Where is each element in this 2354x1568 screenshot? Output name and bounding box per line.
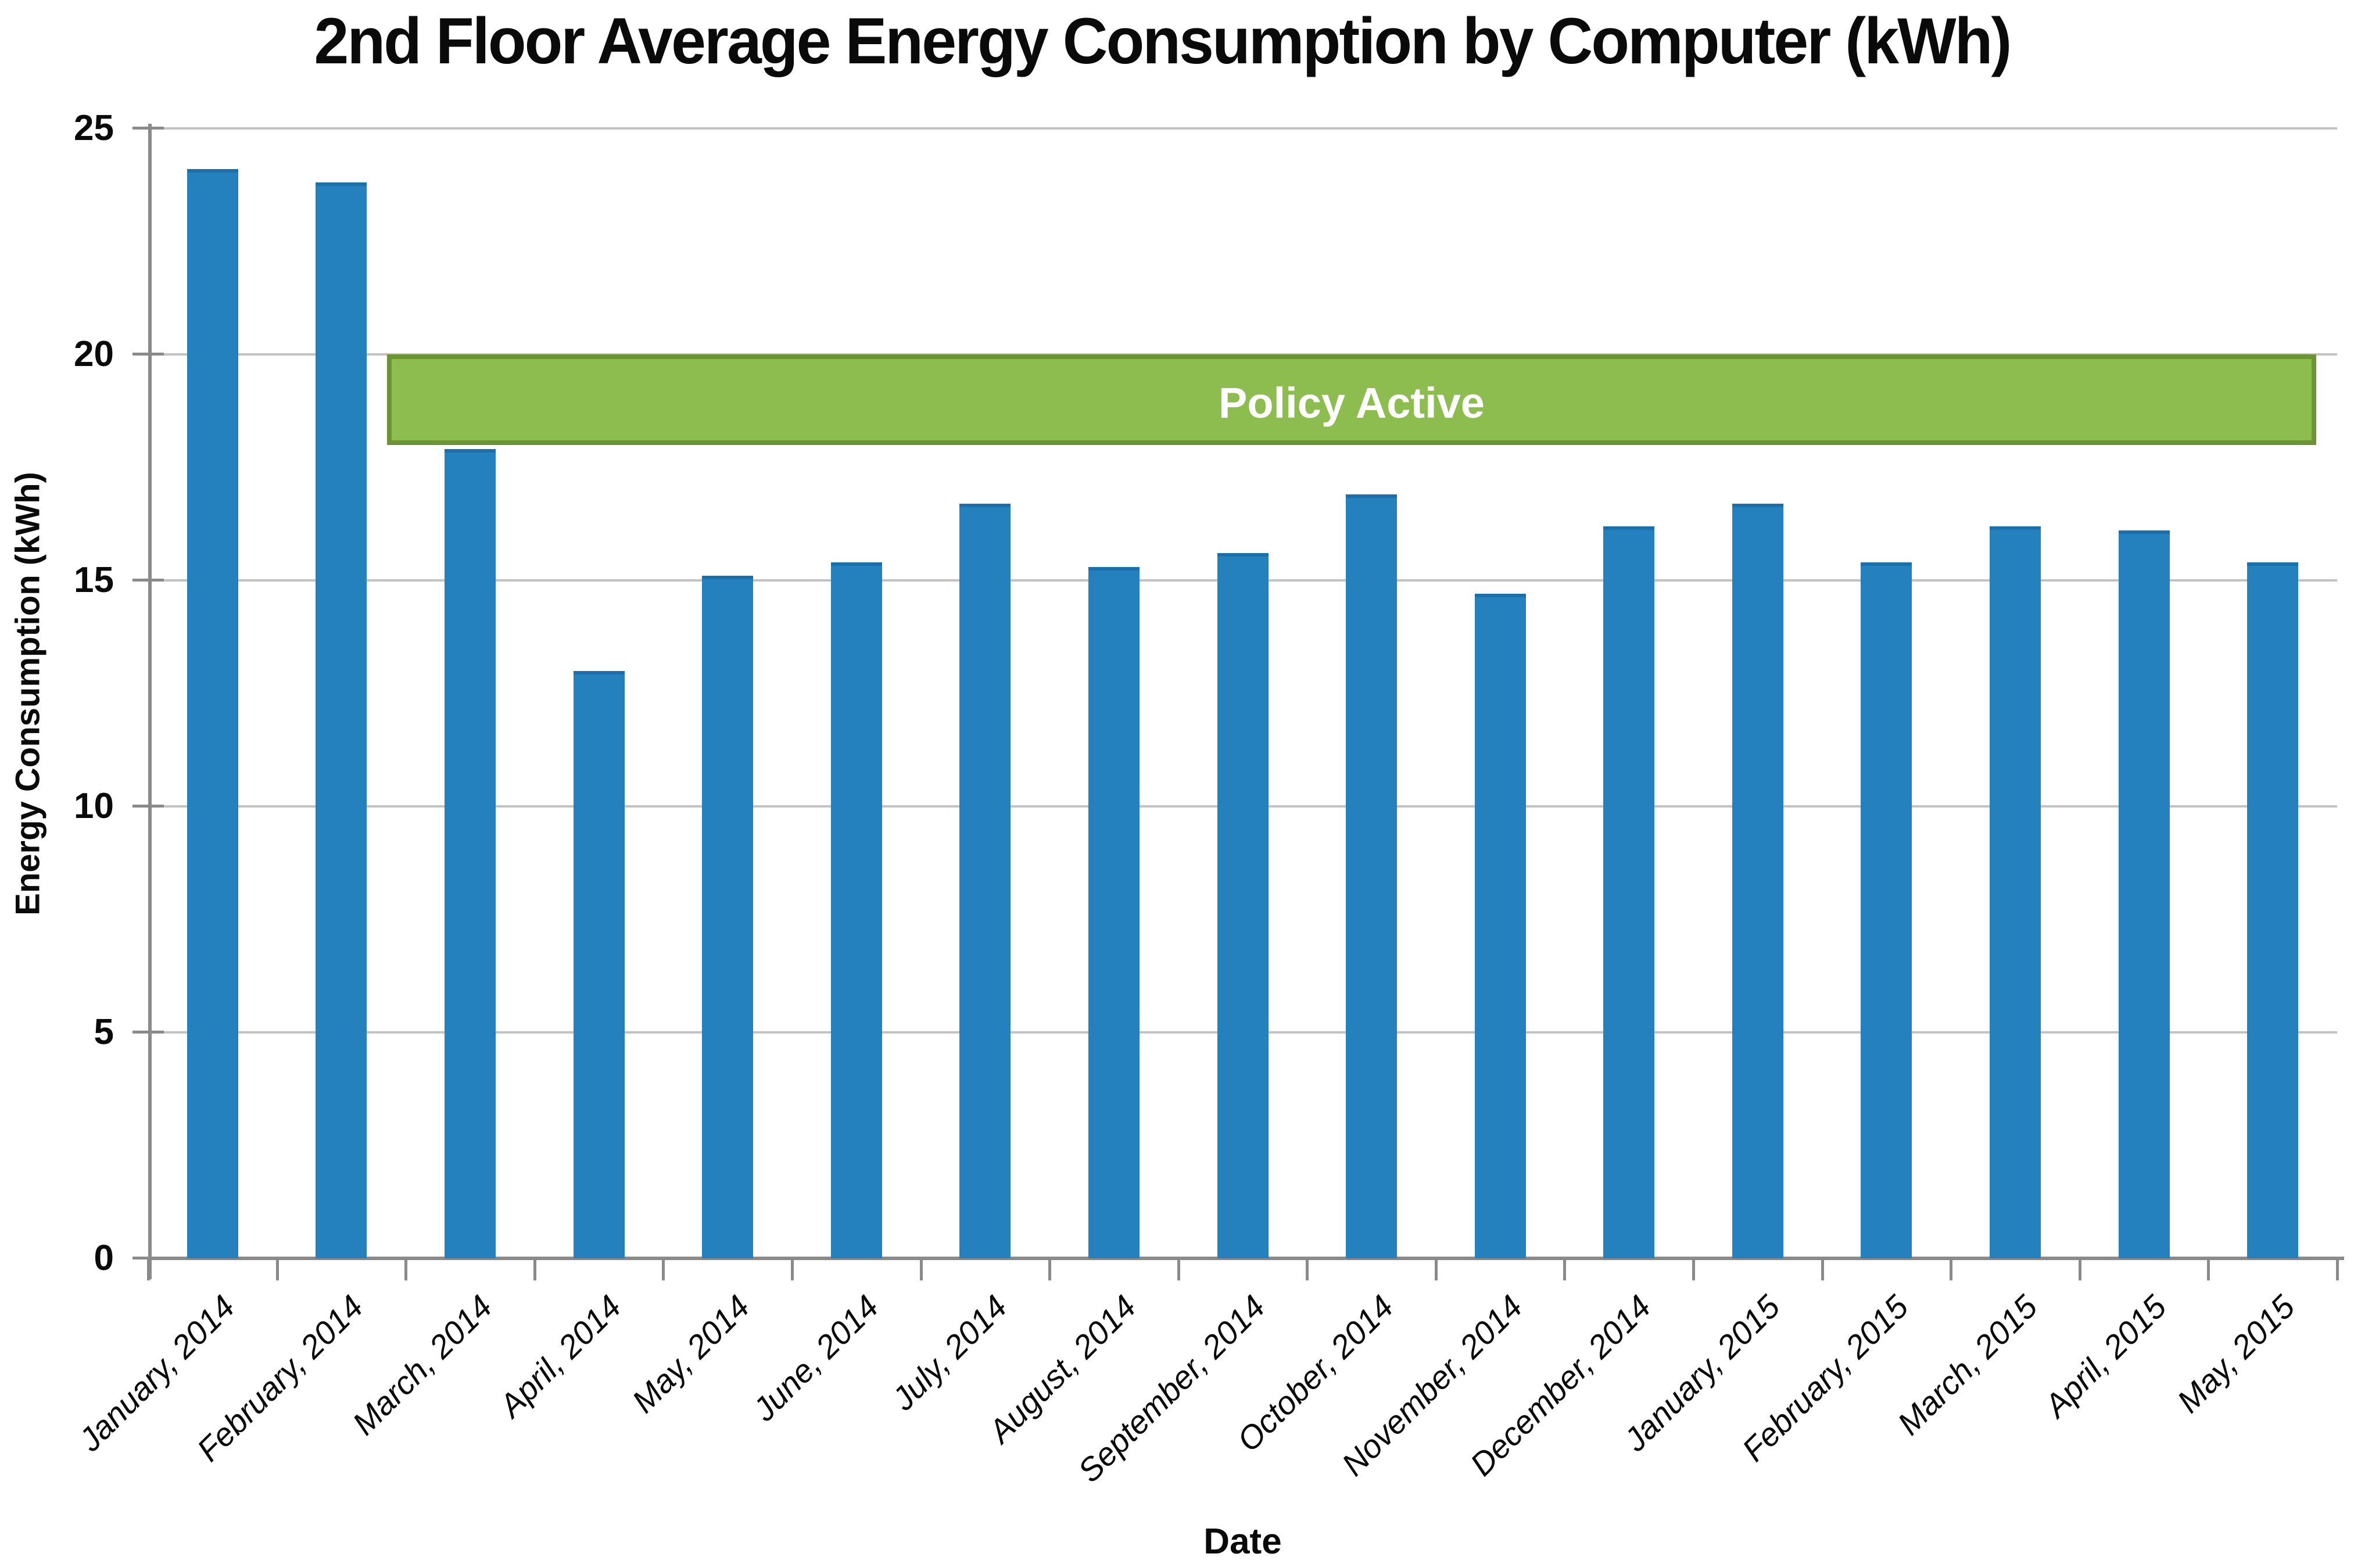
bar-december-2014 [1603, 526, 1655, 1258]
chart-title: 2nd Floor Average Energy Consumption by … [314, 5, 2012, 77]
bar-november-2014 [1474, 594, 1526, 1258]
bar-may-2015 [2247, 562, 2299, 1258]
x-tick [2207, 1258, 2210, 1280]
x-tick [2078, 1258, 2081, 1280]
bar-june-2014 [830, 562, 882, 1258]
x-tick [147, 1258, 150, 1280]
gridline-25 [148, 127, 2337, 130]
x-tick [919, 1258, 923, 1280]
x-tick [1821, 1258, 1824, 1280]
x-tick [533, 1258, 536, 1280]
bar-september-2014 [1217, 553, 1269, 1258]
bar-march-2014 [444, 449, 496, 1258]
bar-august-2014 [1088, 566, 1140, 1258]
x-tick-label: April, 2014 [492, 1288, 628, 1425]
x-axis-line [148, 1257, 2344, 1260]
policy-active-banner: Policy Active [387, 354, 2316, 445]
bar-march-2015 [1990, 526, 2041, 1258]
y-axis-title: Energy Consumption (kWh) [9, 471, 47, 916]
x-tick [404, 1258, 408, 1280]
bar-july-2014 [959, 503, 1011, 1258]
bar-january-2015 [1732, 503, 1783, 1258]
x-tick-label: April, 2015 [2037, 1288, 2173, 1425]
bar-may-2014 [702, 576, 754, 1258]
y-tick-label: 0 [94, 1238, 114, 1278]
x-tick-label: May, 2015 [2170, 1288, 2302, 1420]
x-tick [1692, 1258, 1696, 1280]
y-tick-label: 10 [74, 786, 114, 826]
y-tick-label: 25 [74, 108, 114, 148]
x-tick [1434, 1258, 1438, 1280]
bar-april-2015 [2118, 530, 2170, 1258]
bar-february-2014 [316, 182, 367, 1258]
x-tick-label: March, 2015 [1890, 1288, 2044, 1442]
bar-october-2014 [1346, 494, 1398, 1258]
bar-january-2014 [187, 169, 238, 1258]
bar-april-2014 [573, 670, 625, 1258]
x-tick [2336, 1258, 2339, 1280]
x-tick-label: July, 2014 [884, 1288, 1015, 1418]
x-tick [1177, 1258, 1180, 1280]
x-tick [1563, 1258, 1567, 1280]
x-tick [1306, 1258, 1309, 1280]
x-tick-label: May, 2014 [625, 1288, 757, 1420]
x-tick [790, 1258, 794, 1280]
x-tick [275, 1258, 279, 1280]
x-tick-label: June, 2014 [745, 1288, 886, 1428]
y-tick-label: 5 [94, 1012, 114, 1052]
y-tick-label: 15 [74, 560, 114, 600]
x-axis-title: Date [1203, 1522, 1282, 1562]
bar-february-2015 [1861, 562, 1912, 1258]
x-tick [1048, 1258, 1052, 1280]
x-tick [662, 1258, 665, 1280]
x-tick [1950, 1258, 1953, 1280]
y-axis-line [148, 124, 152, 1279]
y-tick-label: 20 [74, 334, 114, 374]
x-tick-label: March, 2014 [345, 1288, 499, 1442]
policy-active-label: Policy Active [1219, 379, 1485, 428]
